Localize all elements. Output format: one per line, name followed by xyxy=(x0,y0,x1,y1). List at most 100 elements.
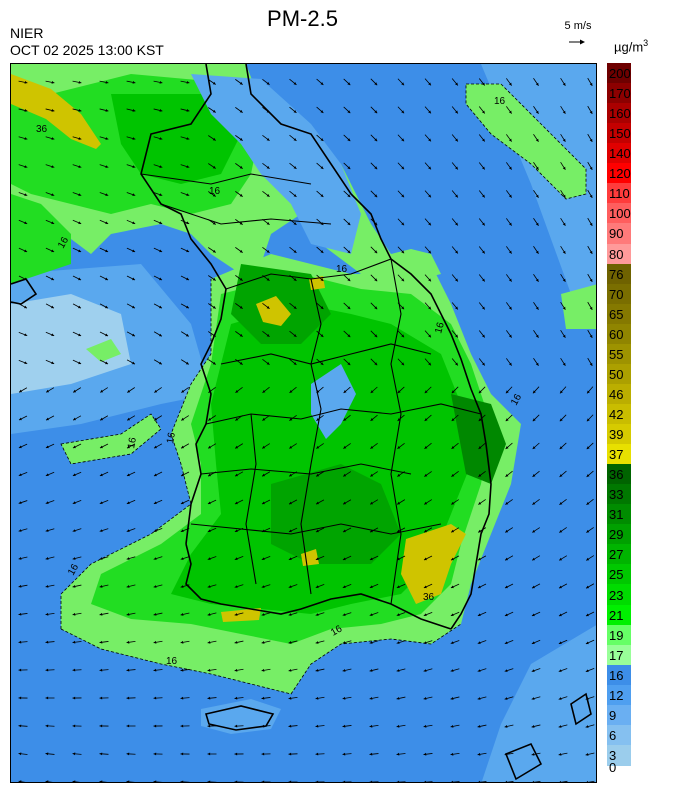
wind-arrowhead-icon xyxy=(51,80,55,84)
wind-arrowhead-icon xyxy=(589,110,593,114)
wind-arrowhead-icon xyxy=(585,613,589,617)
wind-arrowhead-icon xyxy=(99,696,103,700)
wind-arrowhead-icon xyxy=(72,557,76,560)
wind-arrowhead-icon xyxy=(370,473,374,477)
colorbar-tick-label: 80 xyxy=(609,246,624,262)
wind-arrowhead-icon xyxy=(239,221,243,225)
wind-arrowhead-icon xyxy=(131,333,135,337)
colorbar-tick-label: 60 xyxy=(609,326,624,342)
colorbar-segment xyxy=(607,303,631,325)
province-line-7 xyxy=(390,258,402,605)
wind-arrowhead-icon xyxy=(505,780,508,782)
wind-arrowhead-icon xyxy=(24,249,28,253)
wind-arrowhead-icon xyxy=(478,557,482,561)
wind-arrowhead-icon xyxy=(559,446,563,450)
wind-arrowhead-icon xyxy=(18,417,22,421)
wind-arrowhead-icon xyxy=(482,334,485,338)
wind-arrowhead-icon xyxy=(508,334,512,338)
province-line-6 xyxy=(300,278,322,595)
wind-arrowhead-icon xyxy=(504,585,508,589)
colorbar-segment xyxy=(607,283,631,305)
wind-arrowhead-icon xyxy=(586,557,590,561)
wind-arrowhead-icon xyxy=(342,529,346,533)
wind-arrowhead-icon xyxy=(477,669,481,672)
wind-arrowhead-icon xyxy=(428,306,431,310)
wind-arrowhead-icon xyxy=(535,306,539,310)
wind-arrow-icon xyxy=(450,781,460,782)
wind-arrowhead-icon xyxy=(531,613,535,617)
wind-arrowhead-icon xyxy=(288,585,292,588)
colorbar-tick-label: 23 xyxy=(609,587,624,603)
wind-arrowhead-icon xyxy=(99,640,103,644)
wind-arrowhead-icon xyxy=(535,362,539,366)
pm25-concentration-map[interactable]: 16 16 16 16 16 16 16 16 16 16 16 36 36 xyxy=(10,63,597,783)
wind-arrowhead-icon xyxy=(508,138,512,142)
wind-arrowhead-icon xyxy=(558,613,562,617)
wind-arrowhead-icon xyxy=(18,445,22,449)
unit-base: µg/m xyxy=(614,39,644,55)
wind-arrowhead-icon xyxy=(235,473,239,477)
wind-arrowhead-icon xyxy=(266,277,270,281)
agency-label: NIER xyxy=(10,25,44,41)
wind-arrowhead-icon xyxy=(105,221,109,225)
high-pm-zone-northwest xyxy=(11,74,101,149)
wind-arrowhead-icon xyxy=(455,138,458,142)
wind-arrowhead-icon xyxy=(18,612,22,616)
wind-arrowhead-icon xyxy=(261,529,265,533)
wind-arrowhead-icon xyxy=(126,529,130,532)
wind-arrowhead-icon xyxy=(100,417,104,421)
wind-arrowhead-icon xyxy=(78,137,82,140)
wind-arrowhead-icon xyxy=(288,780,292,782)
wind-arrowhead-icon xyxy=(289,390,293,393)
wind-arrowhead-icon xyxy=(78,249,82,253)
wind-arrowhead-icon xyxy=(508,110,512,114)
wind-arrowhead-icon xyxy=(212,193,216,197)
colorbar-tick-label: 6 xyxy=(609,727,617,743)
colorbar-segment xyxy=(607,464,631,485)
contour-label: 16 xyxy=(336,264,348,275)
colorbar-segment xyxy=(607,223,631,245)
wind-arrowhead-icon xyxy=(559,585,563,589)
wind-arrowhead-icon xyxy=(126,724,130,728)
wind-arrowhead-icon xyxy=(320,166,324,169)
wind-arrowhead-icon xyxy=(105,193,109,196)
colorbar-tick-label: 90 xyxy=(609,226,624,242)
wind-arrowhead-icon xyxy=(105,333,109,337)
wind-arrowhead-icon xyxy=(132,165,136,168)
wind-arrowhead-icon xyxy=(315,641,319,644)
wind-arrowhead-icon xyxy=(504,641,508,645)
wind-arrowhead-icon xyxy=(126,752,130,756)
colorbar-segment xyxy=(607,123,631,144)
wind-arrowhead-icon xyxy=(153,501,157,505)
wind-arrowhead-icon xyxy=(477,697,481,700)
wind-arrowhead-icon xyxy=(586,474,590,477)
wind-arrowhead-icon xyxy=(186,80,190,84)
wind-arrowhead-icon xyxy=(401,334,405,338)
wind-arrowhead-icon xyxy=(589,362,593,366)
wind-arrowhead-icon xyxy=(586,585,590,589)
wind-arrowhead-icon xyxy=(212,305,216,309)
wind-arrowhead-icon xyxy=(212,81,216,85)
contour-label: 36 xyxy=(36,124,48,135)
wind-arrowhead-icon xyxy=(212,249,216,253)
wind-arrowhead-icon xyxy=(532,474,536,477)
wind-arrowhead-icon xyxy=(450,669,454,672)
colorbar-segment xyxy=(607,203,631,225)
colorbar-segment xyxy=(607,424,631,445)
wind-arrowhead-icon xyxy=(589,306,593,310)
wind-arrowhead-icon xyxy=(558,669,562,672)
contour-labels: 16 16 16 16 16 16 16 16 16 16 16 36 36 xyxy=(36,96,524,667)
wind-arrowhead-icon xyxy=(45,640,49,644)
wind-arrowhead-icon xyxy=(451,473,455,477)
wind-arrowhead-icon xyxy=(51,137,55,140)
wind-arrowhead-icon xyxy=(562,334,566,338)
wind-arrowhead-icon xyxy=(455,82,458,86)
wind-arrowhead-icon xyxy=(531,752,535,756)
wind-arrowhead-icon xyxy=(99,612,103,616)
colorbar-segment xyxy=(607,564,631,586)
wind-arrowhead-icon xyxy=(559,418,563,422)
wind-arrowhead-icon xyxy=(105,109,109,112)
wind-arrowhead-icon xyxy=(316,417,320,421)
wind-arrowhead-icon xyxy=(180,696,184,700)
colorbar-segment xyxy=(607,363,631,385)
